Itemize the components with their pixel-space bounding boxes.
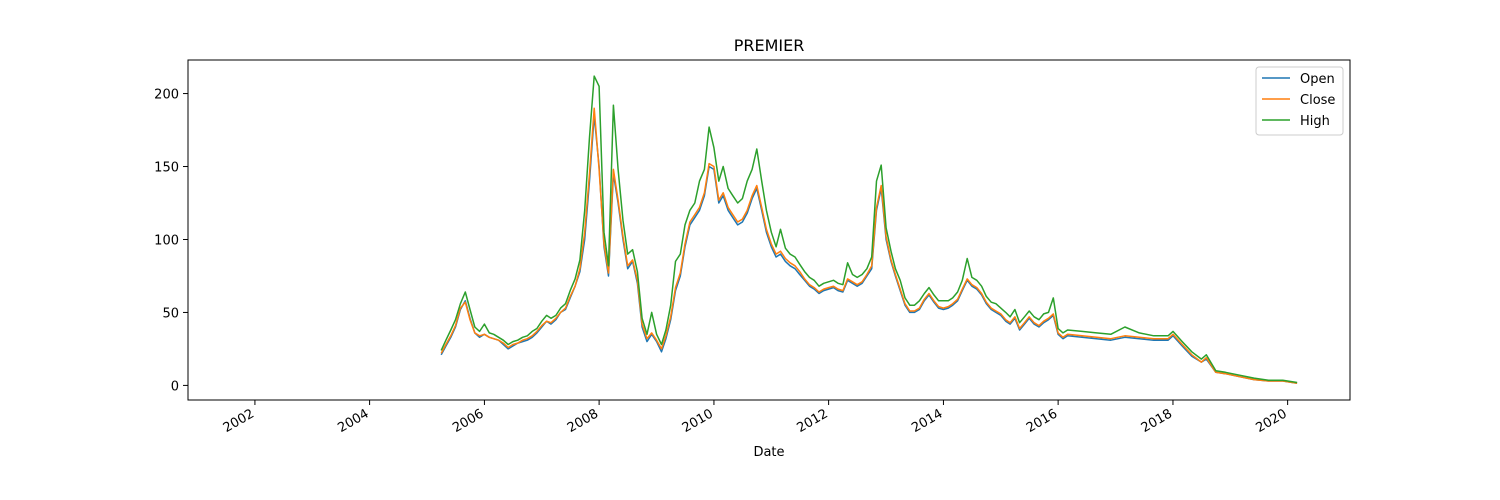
y-axis: 0 50 100 150 200 (154, 88, 188, 394)
x-tick-label: 2016 (1024, 406, 1060, 436)
x-tick-label: 2006 (450, 406, 486, 436)
series-line-close (440, 107, 1298, 384)
plot-area-frame (187, 59, 1351, 401)
x-tick-label: 2002 (221, 406, 257, 436)
x-tick-label: 2014 (909, 406, 945, 436)
x-tick-label: 2010 (680, 406, 716, 436)
series-line-open (440, 114, 1298, 384)
chart-title: PREMIER (734, 36, 805, 55)
y-tick-label: 0 (171, 379, 179, 394)
x-tick-label: 2012 (794, 406, 830, 436)
x-tick-label: 2008 (565, 406, 601, 436)
legend-label-close: Close (1300, 93, 1335, 108)
y-tick-label: 200 (154, 88, 179, 103)
legend-box (1255, 66, 1344, 136)
legend: Open Close High (1255, 66, 1344, 136)
y-tick-label: 150 (154, 161, 179, 176)
x-tick-label: 2018 (1139, 406, 1175, 436)
y-tick-label: 100 (154, 233, 179, 248)
series-line-high (440, 75, 1298, 384)
x-tick-label: 2020 (1253, 406, 1289, 436)
x-axis-label: Date (753, 445, 784, 460)
legend-label-high: High (1300, 114, 1330, 129)
y-tick-label: 50 (162, 306, 179, 321)
series-layer (440, 75, 1298, 384)
legend-label-open: Open (1300, 72, 1335, 87)
x-tick-label: 2004 (335, 406, 371, 436)
x-axis: 2002 2004 2006 2008 2010 2012 2014 2016 2018 2020 (221, 400, 1290, 436)
